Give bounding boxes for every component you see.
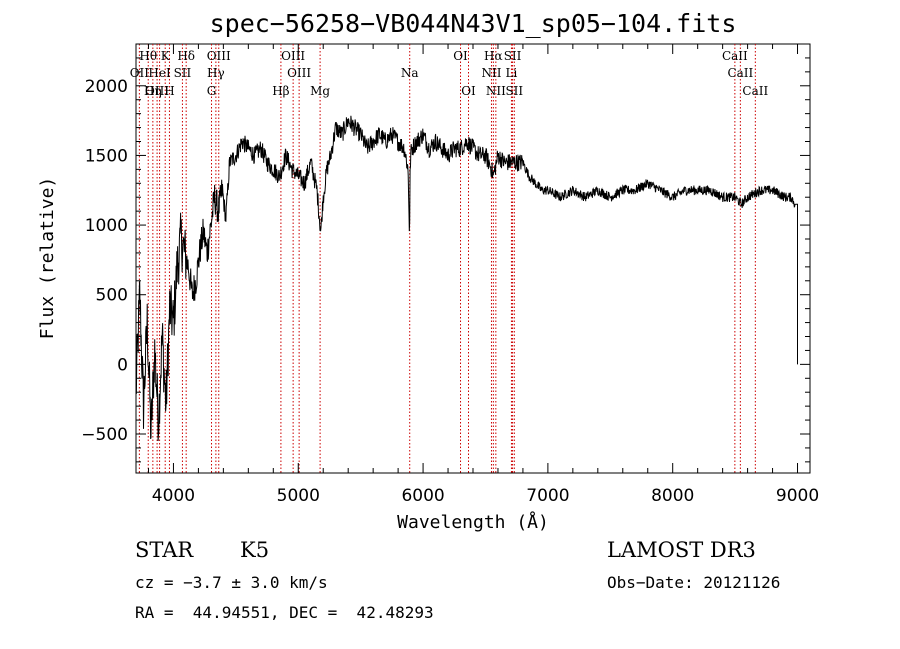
- y-tick-label: 1000: [85, 216, 128, 236]
- line-label-7: SII: [504, 49, 522, 63]
- line-label-3: OIII: [207, 49, 231, 63]
- x-tick-label: 7000: [526, 486, 569, 506]
- x-tick-label: 9000: [776, 486, 819, 506]
- line-label-19: Hη: [144, 84, 162, 98]
- line-label-17: CaII: [727, 66, 753, 80]
- x-tick-label: 8000: [651, 486, 694, 506]
- chart-title: spec−56258−VB044N43V1_sp05−104.fits: [210, 9, 737, 38]
- y-tick-label: −500: [81, 425, 128, 445]
- axis-ticks: [136, 43, 810, 473]
- line-label-16: Li: [506, 66, 518, 80]
- line-label-25: NII: [486, 84, 506, 98]
- line-label-11: SII: [174, 66, 192, 80]
- line-label-12: Hγ: [207, 66, 225, 80]
- x-tick-label: 6000: [401, 486, 444, 506]
- ra-dec-coordinates: RA = 44.94551, DEC = 42.48293: [135, 603, 434, 622]
- line-label-27: CaII: [742, 84, 768, 98]
- x-axis-label: Wavelength (Å): [397, 511, 549, 533]
- y-tick-labels: −500 0 500 1000 1500 2000: [81, 77, 128, 445]
- observation-date: Obs−Date: 20121126: [607, 573, 781, 592]
- x-tick-labels: 4000 5000 6000 7000 8000 9000: [152, 486, 819, 506]
- x-tick-label: 5000: [277, 486, 320, 506]
- line-label-24: OI: [461, 84, 476, 98]
- line-label-1: K: [161, 49, 171, 63]
- line-label-26: SII: [505, 84, 523, 98]
- line-label-23: Mg: [310, 84, 330, 98]
- y-axis-label: Flux (relative): [37, 177, 58, 340]
- y-tick-label: 2000: [85, 77, 128, 97]
- y-tick-label: 1500: [85, 146, 128, 166]
- object-class: STAR: [135, 538, 194, 562]
- line-label-9: OII: [130, 66, 150, 80]
- line-label-14: Na: [401, 66, 419, 80]
- redshift-cz: cz = −3.7 ± 3.0 km/s: [135, 573, 328, 592]
- y-tick-label: 0: [117, 355, 128, 375]
- line-label-10: HeI: [148, 66, 171, 80]
- spectrum-line: [135, 115, 798, 442]
- line-label-18: OIII: [145, 84, 169, 98]
- line-label-21: G: [207, 84, 217, 98]
- spectrum-chart: spec−56258−VB044N43V1_sp05−104.fits Hθ K H…: [37, 9, 819, 533]
- line-label-22: Hβ: [272, 84, 289, 98]
- line-label-5: OI: [453, 49, 468, 63]
- line-label-8: CaII: [722, 49, 748, 63]
- y-tick-label: 500: [96, 286, 128, 306]
- line-label-6: Hα: [484, 49, 503, 63]
- line-label-20: H: [164, 84, 174, 98]
- line-label-15: NII: [481, 66, 501, 80]
- emission-line-markers: [138, 44, 756, 473]
- object-subclass: K5: [240, 538, 270, 562]
- survey-label: LAMOST DR3: [607, 538, 756, 562]
- plot-frame: [135, 43, 811, 474]
- line-label-0: Hθ: [139, 49, 157, 63]
- x-tick-label: 4000: [152, 486, 195, 506]
- line-label-2: Hδ: [177, 49, 195, 63]
- line-label-4: OIII: [281, 49, 305, 63]
- line-label-13: OIII: [287, 66, 311, 80]
